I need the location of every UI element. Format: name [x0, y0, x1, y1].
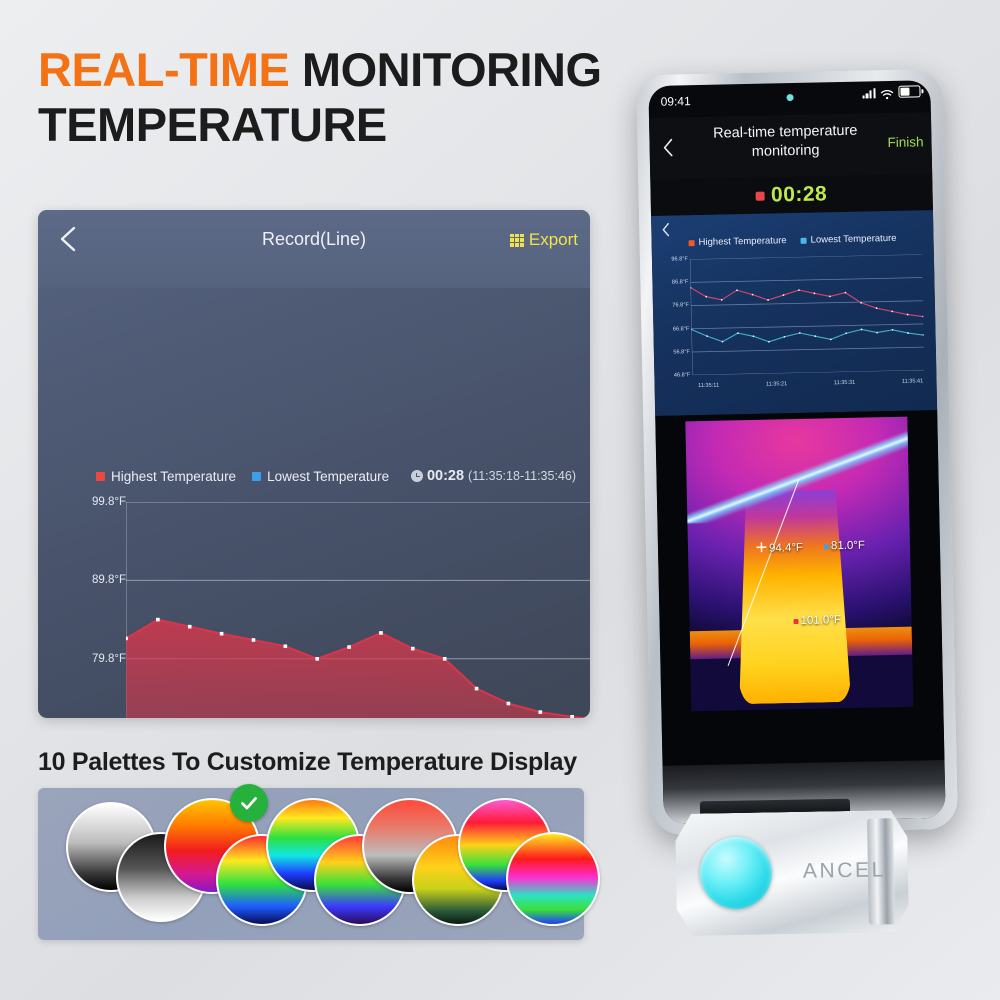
min-temp-readout: 81.0°F	[823, 539, 866, 553]
crosshair-icon	[756, 542, 767, 556]
mini-legend-swatch-highest	[688, 239, 695, 246]
thermal-lens-icon	[699, 836, 772, 909]
status-bar: 09:41	[648, 80, 931, 118]
page-title: REAL-TIME MONITORING TEMPERATURE	[38, 42, 718, 153]
card-title: Record(Line)	[261, 229, 367, 249]
mini-y-tick-label: 76.8°F	[672, 302, 689, 309]
record-chart-card: Record(Line) Export Highest Temperature …	[38, 210, 590, 718]
chart-plot-area	[124, 501, 590, 718]
mini-legend-label-lowest: Lowest Temperature	[810, 232, 897, 246]
export-label: Export	[528, 230, 578, 249]
battery-icon	[898, 85, 921, 98]
palette-swatch-row	[38, 784, 600, 940]
y-tick-label: 89.8°F	[91, 574, 126, 587]
front-camera-icon	[786, 94, 794, 102]
mini-chart-back-icon[interactable]	[660, 222, 671, 243]
headline-accent: REAL-TIME	[38, 43, 290, 96]
max-temp-marker-icon	[793, 618, 799, 624]
min-temp-value: 81.0°F	[830, 539, 866, 553]
mini-y-tick-label: 66.8°F	[672, 325, 690, 333]
mini-legend-swatch-lowest	[800, 237, 807, 244]
palette-section-title: 10 Palettes To Customize Temperature Dis…	[38, 748, 577, 776]
headline-rest: MONITORING	[289, 43, 602, 96]
max-temp-value: 101.0°F	[800, 614, 842, 627]
recording-timer: 00:28	[650, 174, 933, 217]
mini-x-tick-label: 11:35:21	[765, 381, 788, 388]
mini-chart-plot	[689, 253, 925, 376]
headline-line-2: TEMPERATURE	[38, 98, 387, 152]
thermal-view: 94.4°F 81.0°F 101.0°F	[655, 410, 945, 766]
min-temp-marker-icon	[823, 543, 830, 549]
grid-icon	[509, 233, 524, 247]
status-icons	[862, 85, 921, 99]
chart-y-axis: 49.8°F59.8°F69.8°F79.8°F89.8°F99.8°F	[82, 494, 126, 718]
timer-value: 00:28	[770, 182, 828, 207]
legend-label-lowest: Lowest Temperature	[267, 469, 390, 484]
legend-item-highest: Highest Temperature	[96, 469, 236, 484]
light-beam-overlay	[685, 426, 914, 524]
back-icon[interactable]	[56, 224, 82, 254]
app-bar: Real-time temperature monitoring Finish	[648, 112, 933, 181]
mini-y-tick-label: 56.8°F	[673, 349, 690, 356]
legend-swatch-lowest	[252, 472, 262, 481]
check-icon	[230, 784, 268, 822]
mini-legend-label-highest: Highest Temperature	[698, 235, 787, 249]
app-bar-title: Real-time temperature monitoring	[713, 122, 858, 161]
finish-button[interactable]: Finish	[887, 134, 924, 151]
wifi-icon	[880, 86, 894, 99]
duration-range: (11:35:18-11:35:46)	[468, 469, 576, 483]
y-tick-label: 99.8°F	[91, 496, 126, 508]
mini-x-tick-label: 11:35:41	[901, 378, 924, 385]
phone-screen: 09:41 Real-time temperature monitoring	[648, 80, 946, 824]
thermal-image: 94.4°F 81.0°F 101.0°F	[685, 416, 914, 712]
status-time: 09:41	[660, 94, 691, 109]
chart-legend: Highest Temperature Lowest Temperature	[96, 469, 389, 484]
card-header	[38, 210, 590, 288]
mini-x-tick-label: 11:35:31	[833, 379, 856, 387]
phone-mockup: 09:41 Real-time temperature monitoring	[636, 68, 958, 836]
mini-legend-item-lowest: Lowest Temperature	[800, 232, 897, 246]
legend-label-highest: Highest Temperature	[111, 469, 237, 484]
mini-y-tick-label: 46.8°F	[673, 372, 691, 379]
ancel-thermal-device: ANCEL	[675, 810, 909, 936]
mini-legend-item-highest: Highest Temperature	[688, 235, 787, 249]
record-indicator-icon	[755, 191, 766, 201]
cellular-bars-icon	[862, 87, 876, 99]
y-tick-label: 79.8°F	[91, 652, 126, 665]
legend-item-lowest: Lowest Temperature	[252, 469, 389, 484]
mini-chart-x-axis: 11:35:11 11:35:21 11:35:31 11:35:41	[693, 378, 925, 395]
duration-value: 00:28	[426, 468, 465, 484]
duration-readout: 00:28 (11:35:18-11:35:46)	[410, 468, 576, 484]
mini-y-tick-label: 96.8°F	[671, 256, 689, 263]
max-temp-readout: 101.0°F	[793, 614, 841, 627]
mini-y-tick-label: 86.8°F	[671, 279, 689, 286]
center-temp-readout: 94.4°F	[756, 541, 803, 556]
legend-swatch-highest	[96, 472, 105, 481]
phone-back-icon[interactable]	[661, 137, 675, 162]
center-temp-value: 94.4°F	[768, 541, 804, 555]
phone-mini-chart: Highest Temperature Lowest Temperature 9…	[651, 210, 938, 416]
palette-swatch-hi-contrast[interactable]	[506, 832, 600, 926]
clock-icon	[410, 470, 423, 482]
export-button[interactable]: Export	[509, 230, 578, 250]
headline-line-1: REAL-TIME MONITORING	[38, 42, 718, 97]
mini-chart-legend: Highest Temperature Lowest Temperature	[651, 232, 933, 249]
mini-chart-y-axis: 96.8°F 86.8°F 76.8°F 66.8°F 56.8°F 46.8°F	[656, 253, 691, 382]
mini-x-tick-label: 11:35:11	[698, 382, 720, 390]
brand-logo: ANCEL	[802, 858, 887, 883]
